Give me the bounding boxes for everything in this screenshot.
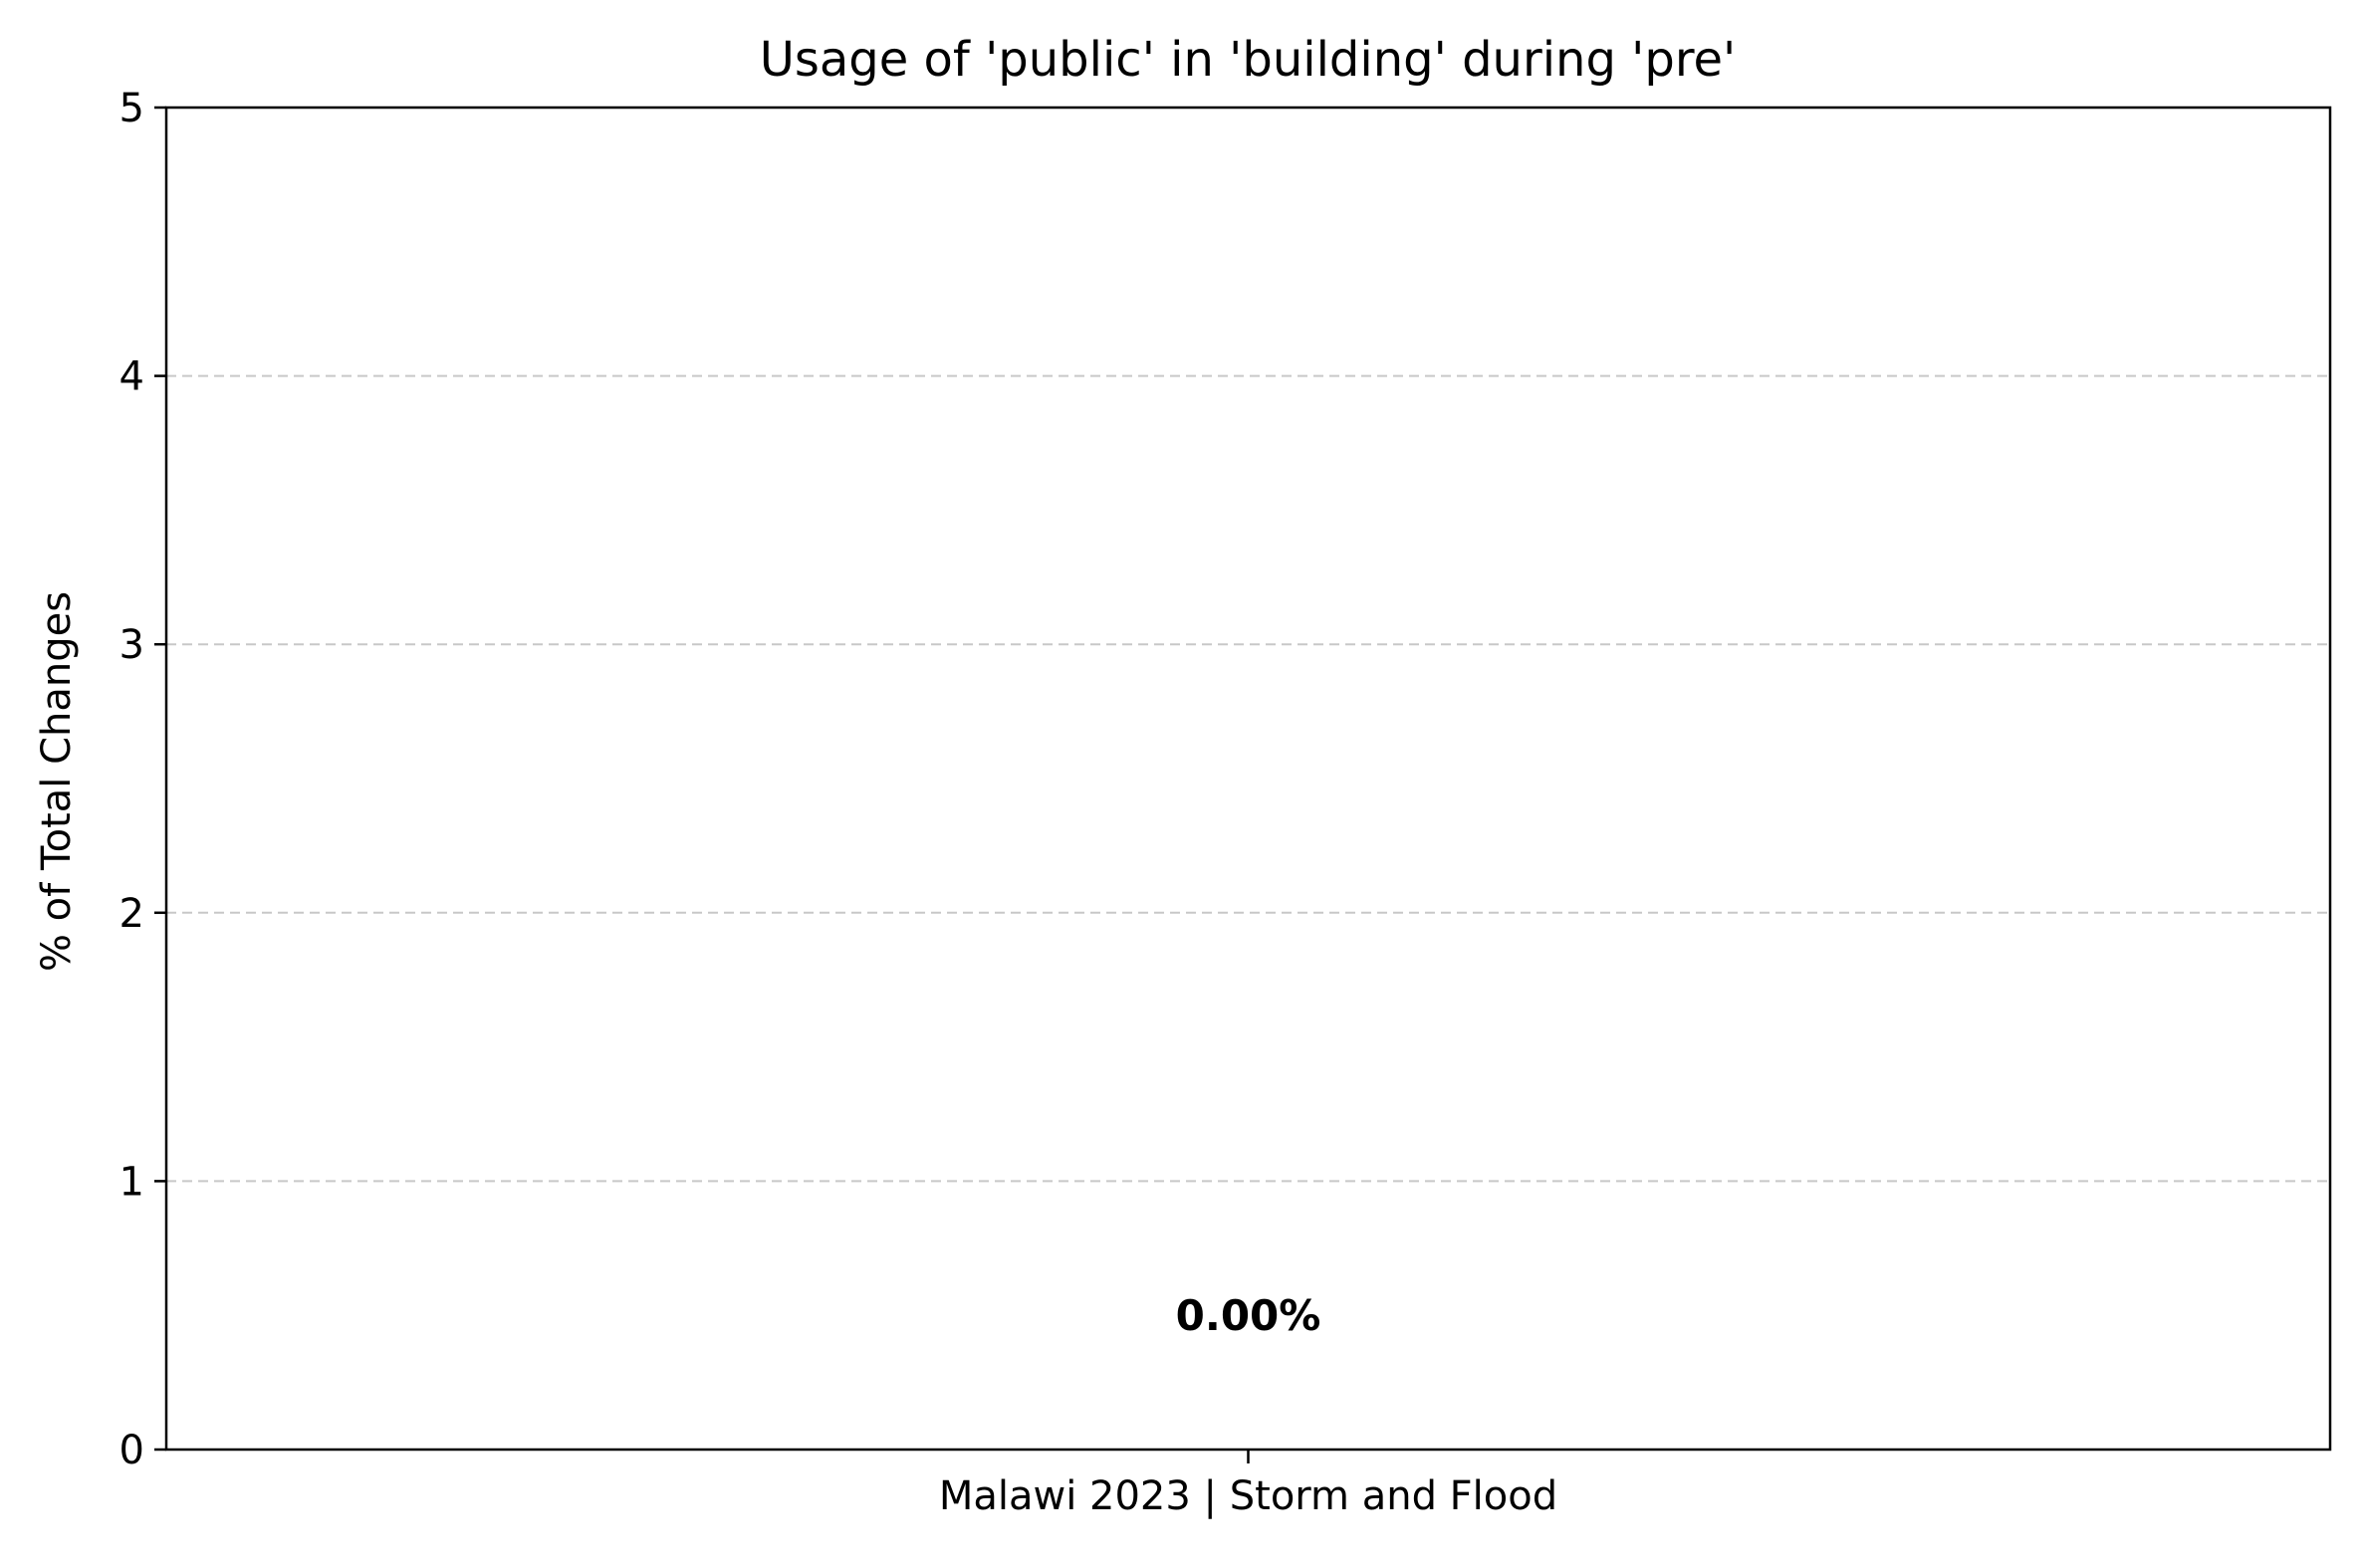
plot-frame xyxy=(164,106,2332,1452)
y-tick-label: 0 xyxy=(119,1428,144,1473)
chart-title: Usage of 'public' in 'building' during '… xyxy=(760,32,1737,88)
y-tick-label: 1 xyxy=(119,1159,144,1205)
y-tick-label: 2 xyxy=(119,891,144,937)
grid-lines xyxy=(166,374,2330,1183)
y-tick-label: 4 xyxy=(119,354,144,400)
y-axis-ticks: 0 1 2 3 4 5 xyxy=(119,86,166,1473)
x-axis-ticks: Malawi 2023 | Storm and Flood xyxy=(939,1450,1557,1519)
y-axis-label: % of Total Changes xyxy=(34,591,80,972)
x-tick-label: Malawi 2023 | Storm and Flood xyxy=(939,1473,1557,1519)
y-tick-label: 5 xyxy=(119,86,144,131)
bar-data-label: 0.00% xyxy=(1176,1291,1321,1340)
data-labels: 0.00% xyxy=(1176,1291,1321,1340)
y-tick-label: 3 xyxy=(119,622,144,668)
